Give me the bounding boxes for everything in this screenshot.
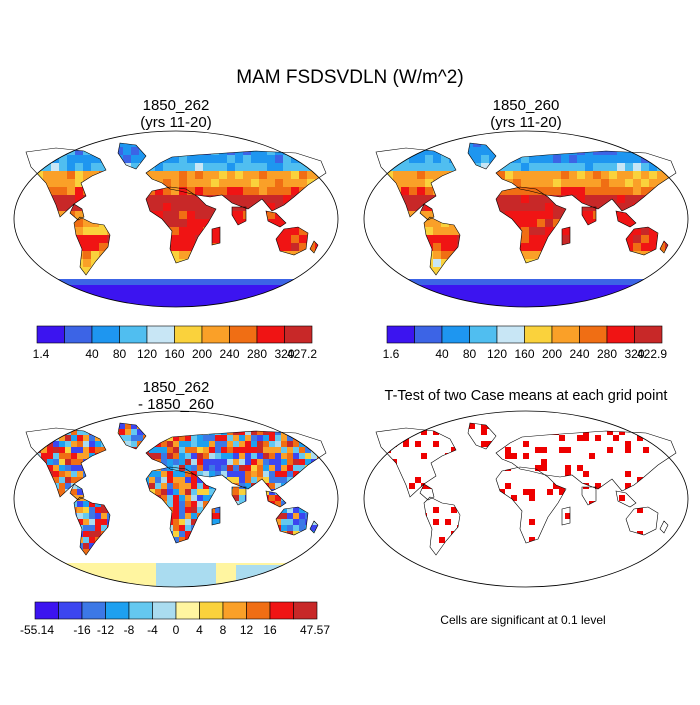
colorbar-swatch [201, 325, 230, 344]
colorbar-difference: -55.14 -16 -12 -8 -4 0 4 8 12 16 47.57 [20, 601, 330, 637]
panel-3-title: 1850_262 [143, 379, 210, 396]
colorbar-swatch [246, 601, 271, 620]
colorbar-swatch [551, 325, 580, 344]
colorbar-swatch [256, 325, 285, 344]
colorbar-swatch [496, 325, 525, 344]
colorbar-swatch [469, 325, 498, 344]
colorbar-tick-label: 160 [164, 347, 184, 361]
colorbar-swatch [579, 325, 608, 344]
panel-1850-260: 1850_260 (yrs 11-20) 1.6 40 80 120 160 200 240… [363, 97, 689, 361]
panel-3-subtitle: - 1850_260 [138, 396, 214, 413]
colorbar-tick-label: 200 [192, 347, 212, 361]
map-1850-260 [363, 130, 689, 308]
panel-1-subtitle: (yrs 11-20) [140, 114, 211, 131]
map-boundary [13, 130, 339, 308]
colorbar-swatch [441, 325, 470, 344]
map-boundary [363, 130, 689, 308]
colorbar-swatch [175, 601, 200, 620]
colorbar-tick-label: 240 [569, 347, 589, 361]
colorbar-swatch [36, 325, 65, 344]
colorbar-swatch [81, 601, 106, 620]
colorbar-swatch [174, 325, 203, 344]
panel-4-title: T-Test of two Case means at each grid po… [385, 388, 668, 404]
colorbar-swatch [152, 601, 177, 620]
colorbar-tick-label: 80 [113, 347, 127, 361]
colorbar-swatch [269, 601, 294, 620]
colorbar-swatch [606, 325, 635, 344]
colorbar-swatch [146, 325, 175, 344]
colorbar-tick-label: 320 [274, 347, 294, 361]
colorbar-swatch [414, 325, 443, 344]
colorbar-tick-label: 120 [487, 347, 507, 361]
colorbar-tick-label: 240 [219, 347, 239, 361]
colorbar-swatch [229, 325, 258, 344]
colorbar-swatch [64, 325, 93, 344]
panel-2-subtitle: (yrs 11-20) [490, 114, 561, 131]
colorbar-tick-label: 280 [247, 347, 267, 361]
map-difference [13, 410, 339, 588]
colorbar-tick-label: 0 [173, 623, 180, 637]
colorbar-tick-label: 16 [263, 623, 277, 637]
significance-note: Cells are significant at 0.1 level [440, 613, 605, 627]
colorbar-tick-label: 120 [137, 347, 157, 361]
colorbar-swatch [634, 325, 663, 344]
colorbar-tick-label: 8 [220, 623, 227, 637]
colorbar-tick-label: -4 [147, 623, 158, 637]
colorbar-tick-label: 427.2 [287, 347, 317, 361]
panel-1-title: 1850_262 [143, 97, 210, 114]
map-boundary [363, 410, 689, 588]
panel-difference: 1850_262 - 1850_260 -55.14 -16 -12 -8 -4 0 4 8 1… [13, 379, 339, 637]
colorbar-tick-label: 47.57 [300, 623, 330, 637]
colorbar-tick-label: 1.6 [383, 347, 400, 361]
colorbar-tick-label: 422.9 [637, 347, 667, 361]
colorbar-tick-label: -55.14 [20, 623, 54, 637]
colorbar-tick-label: 12 [240, 623, 254, 637]
colorbar-tick-label: 4 [196, 623, 203, 637]
colorbar-swatch [293, 601, 318, 620]
map-boundary [13, 410, 339, 588]
figure-title: MAM FSDSVDLN (W/m^2) [236, 67, 463, 88]
colorbar-swatch [386, 325, 415, 344]
colorbar-tick-label: -16 [73, 623, 91, 637]
colorbar-swatch [199, 601, 224, 620]
colorbar-swatch [105, 601, 130, 620]
colorbar-tick-label: 40 [435, 347, 449, 361]
colorbar-swatch [284, 325, 313, 344]
colorbar-tick-label: 280 [597, 347, 617, 361]
colorbar-tick-label: -8 [124, 623, 135, 637]
colorbar-tick-label: 200 [542, 347, 562, 361]
colorbar-tick-label: 1.4 [33, 347, 50, 361]
panel-1850-262: 1850_262 (yrs 11-20) 1.4 40 80 120 160 200 240… [13, 97, 339, 361]
panel-ttest: T-Test of two Case means at each grid po… [363, 388, 689, 627]
colorbar-tick-label: 40 [85, 347, 99, 361]
colorbar-swatch [222, 601, 247, 620]
colorbar-tick-label: -12 [97, 623, 115, 637]
colorbar-swatch [91, 325, 120, 344]
colorbar-swatch [119, 325, 148, 344]
colorbar-swatch [524, 325, 553, 344]
map-1850-262 [13, 130, 339, 308]
colorbar-swatch [128, 601, 153, 620]
colorbar-swatch [58, 601, 83, 620]
map-ttest [363, 410, 689, 588]
colorbar-tick-label: 80 [463, 347, 477, 361]
colorbar-tick-label: 160 [514, 347, 534, 361]
panel-2-title: 1850_260 [493, 97, 560, 114]
colorbar-swatch [34, 601, 59, 620]
colorbar-tick-label: 320 [624, 347, 644, 361]
